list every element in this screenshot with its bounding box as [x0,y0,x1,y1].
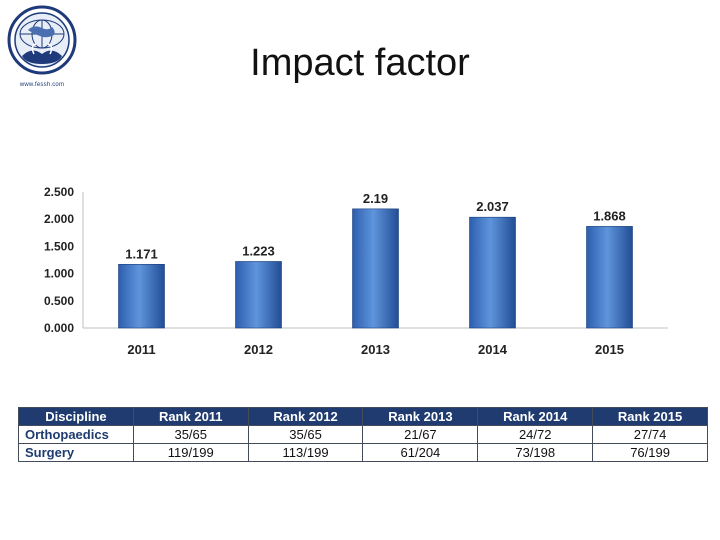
data-label-2012: 1.223 [242,243,275,258]
table-cell: 35/65 [132,425,249,444]
table-cell: 76/199 [592,443,708,462]
y-tick-label: 2.000 [44,212,74,226]
data-label-2015: 1.868 [593,208,626,223]
logo-url-text: www.fessh.com [19,82,65,88]
header-rank-2015: Rank 2015 [592,407,708,426]
y-tick-label: 0.000 [44,321,74,335]
table-header-row: Discipline Rank 2011 Rank 2012 Rank 2013… [18,407,708,426]
fessh-logo: www.fessh.com [6,4,78,96]
data-label-2011: 1.171 [125,246,158,261]
table-cell: Orthopaedics [18,425,134,444]
y-tick-label: 0.500 [44,294,74,308]
header-discipline: Discipline [18,407,134,426]
table-cell: 73/198 [477,443,594,462]
x-tick-label-2014: 2014 [478,342,508,357]
bar-2013 [352,208,399,329]
y-tick-label: 2.500 [44,185,74,199]
table-cell: 21/67 [362,425,479,444]
bar-2014 [469,216,516,329]
table-cell: 119/199 [132,443,249,462]
x-tick-label-2011: 2011 [127,342,155,357]
y-tick-label: 1.500 [44,239,74,253]
table-cell: Surgery [18,443,134,462]
x-tick-label-2012: 2012 [244,342,273,357]
impact-factor-bar-chart: 0.000 0.500 1.000 1.500 2.000 2.500 1.171 2011… [44,185,668,357]
data-label-2014: 2.037 [476,199,509,214]
table-cell: 113/199 [247,443,364,462]
header-rank-2013: Rank 2013 [362,407,479,426]
header-rank-2014: Rank 2014 [477,407,594,426]
header-rank-2011: Rank 2011 [132,407,249,426]
x-tick-label-2015: 2015 [595,342,624,357]
header-rank-2012: Rank 2012 [247,407,364,426]
rank-table: Discipline Rank 2011 Rank 2012 Rank 2013… [18,407,708,462]
x-tick-label-2013: 2013 [361,342,390,357]
table-cell: 24/72 [477,425,594,444]
bar-2015 [586,226,633,329]
table-cell: 27/74 [592,425,708,444]
table-row: Orthopaedics 35/65 35/65 21/67 24/72 27/… [18,425,708,444]
table-row: Surgery 119/199 113/199 61/204 73/198 76… [18,443,708,462]
table-cell: 35/65 [247,425,364,444]
y-tick-label: 1.000 [44,267,74,281]
data-label-2013: 2.19 [363,191,388,206]
bar-2012 [235,261,282,329]
slide-title: Impact factor [250,42,470,84]
table-cell: 61/204 [362,443,479,462]
globe-hands-logo-icon [7,5,77,75]
bar-2011 [118,263,165,329]
